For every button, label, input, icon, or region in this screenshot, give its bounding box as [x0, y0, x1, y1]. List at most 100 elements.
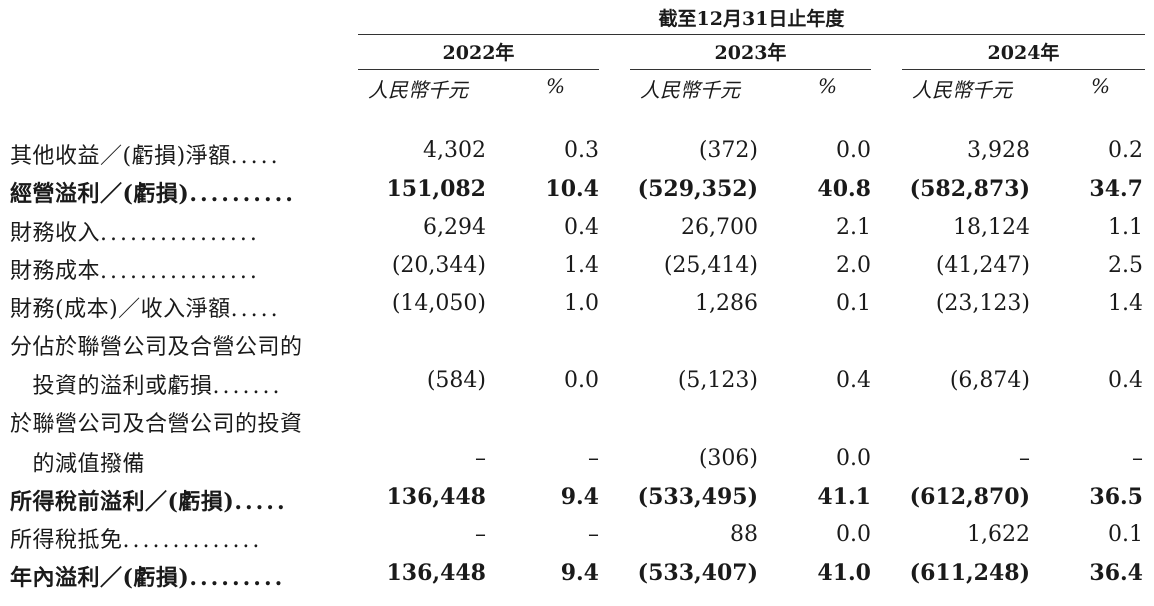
- cell-pct-2023: 2.0: [836, 253, 871, 278]
- cell-pct-2024: 0.4: [1108, 368, 1143, 393]
- cell-pct-2022: 1.4: [564, 253, 599, 278]
- cell-pct-2022: –: [588, 522, 599, 547]
- cell-pct-2024: 1.4: [1108, 291, 1143, 316]
- cell-amount-2022: –: [475, 446, 486, 471]
- cell-pct-2022: 9.4: [560, 484, 599, 510]
- cell-amount-2024: (582,873): [909, 176, 1030, 202]
- cell-amount-2023: (533,495): [637, 484, 758, 510]
- row-label: 其他收益／(虧損)淨額.....: [10, 138, 281, 170]
- row-label: 財務成本................: [10, 253, 260, 285]
- row-label-text: 財務(成本)／收入淨額: [10, 297, 231, 322]
- unit-amount-2023: 人民幣千元: [640, 78, 740, 102]
- period-header: 截至12月31日止年度: [658, 8, 845, 30]
- cell-pct-2022: 10.4: [545, 176, 599, 202]
- cell-pct-2022: 9.4: [560, 560, 599, 586]
- cell-amount-2022: –: [475, 522, 486, 547]
- cell-pct-2022: 1.0: [564, 291, 599, 316]
- header-rule: [358, 34, 1145, 35]
- leader-dots: .....: [230, 144, 281, 169]
- year-2024-rule: [902, 69, 1145, 70]
- row-label: 所得稅抵免..............: [10, 522, 262, 554]
- cell-amount-2022: 151,082: [386, 176, 486, 202]
- unit-amount-2022: 人民幣千元: [368, 78, 468, 102]
- cell-amount-2023: (306): [698, 446, 758, 471]
- unit-amount-2024: 人民幣千元: [912, 78, 1012, 102]
- cell-amount-2023: 88: [730, 522, 758, 547]
- cell-pct-2022: 0.0: [564, 368, 599, 393]
- row-label: 所得稅前溢利／(虧損).....: [10, 484, 288, 516]
- cell-pct-2023: 0.1: [836, 291, 871, 316]
- leader-dots: ................: [100, 259, 260, 284]
- row-label: 於聯營公司及合營公司的投資: [10, 406, 303, 438]
- year-2022-header: 2022年: [442, 42, 515, 64]
- cell-amount-2024: 1,622: [967, 522, 1030, 547]
- cell-amount-2022: 6,294: [423, 215, 486, 240]
- year-2024-header: 2024年: [987, 42, 1060, 64]
- row-label-text: 投資的溢利或虧損: [10, 374, 213, 399]
- leader-dots: .......: [212, 374, 283, 399]
- cell-pct-2024: 0.2: [1108, 138, 1143, 163]
- cell-amount-2023: (372): [698, 138, 758, 163]
- cell-amount-2023: (5,123): [677, 368, 758, 393]
- cell-amount-2022: 136,448: [386, 560, 486, 586]
- row-label-text: 財務成本: [10, 259, 101, 284]
- leader-dots: ..........: [189, 181, 296, 207]
- cell-pct-2024: 2.5: [1108, 253, 1143, 278]
- leader-dots: ..............: [122, 528, 263, 553]
- cell-amount-2024: (41,247): [935, 253, 1030, 278]
- row-label: 經營溢利／(虧損)..........: [10, 176, 296, 208]
- cell-pct-2023: 0.0: [836, 522, 871, 547]
- cell-pct-2022: 0.3: [564, 138, 599, 163]
- unit-pct-2023: %: [818, 74, 838, 98]
- cell-pct-2023: 0.4: [836, 368, 871, 393]
- cell-amount-2022: 136,448: [386, 484, 486, 510]
- row-label-text: 的減值撥備: [10, 452, 146, 477]
- row-label: 的減值撥備: [10, 446, 145, 478]
- row-label: 財務收入................: [10, 215, 260, 247]
- cell-pct-2023: 41.1: [817, 484, 871, 510]
- cell-amount-2024: (6,874): [949, 368, 1030, 393]
- cell-amount-2023: (25,414): [663, 253, 758, 278]
- cell-amount-2023: 26,700: [681, 215, 758, 240]
- cell-pct-2022: 0.4: [564, 215, 599, 240]
- cell-pct-2024: 36.4: [1089, 560, 1143, 586]
- cell-amount-2024: –: [1019, 446, 1030, 471]
- row-label-text: 財務收入: [10, 221, 101, 246]
- cell-pct-2024: 0.1: [1108, 522, 1143, 547]
- cell-amount-2022: (584): [426, 368, 486, 393]
- unit-pct-2022: %: [546, 74, 566, 98]
- row-label-text: 經營溢利／(虧損): [10, 181, 190, 207]
- cell-amount-2023: (533,407): [637, 560, 758, 586]
- cell-pct-2024: 1.1: [1108, 215, 1143, 240]
- row-label: 分佔於聯營公司及合營公司的: [10, 329, 303, 361]
- cell-amount-2024: (23,123): [935, 291, 1030, 316]
- leader-dots: ................: [100, 221, 260, 246]
- year-2023-header: 2023年: [714, 42, 787, 64]
- cell-pct-2022: –: [588, 446, 599, 471]
- year-2023-rule: [630, 69, 871, 70]
- row-label-text: 於聯營公司及合營公司的投資: [10, 412, 303, 437]
- cell-pct-2023: 40.8: [817, 176, 871, 202]
- cell-amount-2024: 18,124: [953, 215, 1030, 240]
- leader-dots: .....: [230, 297, 281, 322]
- leader-dots: .........: [189, 565, 286, 591]
- row-label: 年內溢利／(虧損).........: [10, 560, 285, 592]
- row-label-text: 其他收益／(虧損)淨額: [10, 144, 231, 169]
- row-label: 財務(成本)／收入淨額.....: [10, 291, 281, 323]
- row-label-text: 年內溢利／(虧損): [10, 565, 190, 591]
- cell-amount-2023: 1,286: [695, 291, 758, 316]
- cell-pct-2023: 2.1: [836, 215, 871, 240]
- cell-pct-2024: –: [1132, 446, 1143, 471]
- cell-amount-2022: 4,302: [423, 138, 486, 163]
- year-2022-rule: [358, 69, 599, 70]
- cell-amount-2022: (20,344): [391, 253, 486, 278]
- row-label-text: 分佔於聯營公司及合營公司的: [10, 335, 303, 360]
- cell-amount-2023: (529,352): [637, 176, 758, 202]
- cell-pct-2023: 41.0: [817, 560, 871, 586]
- cell-pct-2024: 36.5: [1089, 484, 1143, 510]
- cell-amount-2024: (611,248): [909, 560, 1030, 586]
- row-label-text: 所得稅抵免: [10, 528, 123, 553]
- unit-pct-2024: %: [1091, 74, 1111, 98]
- cell-pct-2023: 0.0: [836, 138, 871, 163]
- row-label-text: 所得稅前溢利／(虧損): [10, 489, 235, 515]
